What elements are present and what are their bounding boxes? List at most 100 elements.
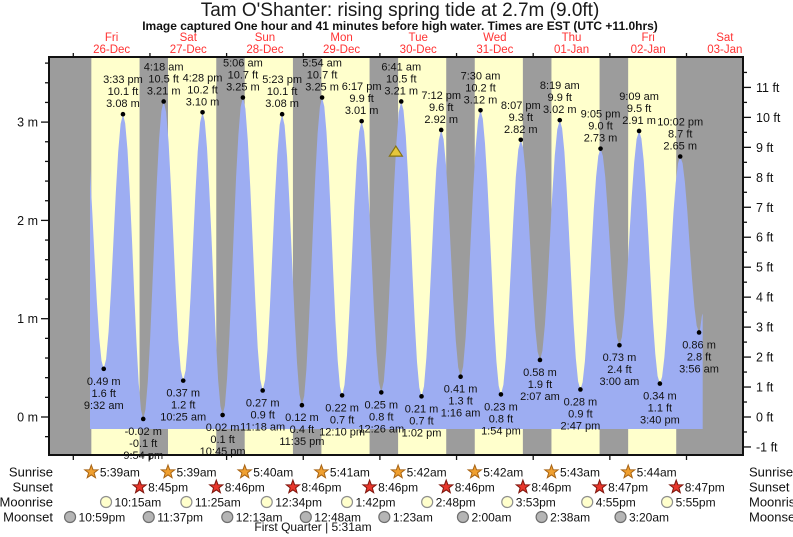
tide-point-dot <box>657 381 663 386</box>
tide-annotation: 1:54 pm <box>481 425 521 437</box>
tide-annotation: 12:26 am <box>358 423 404 435</box>
tide-point-dot <box>636 128 642 134</box>
tide-annotation: -0.1 ft <box>129 438 157 450</box>
day-label: Tue <box>409 32 428 44</box>
tide-annotation: 3:00 am <box>600 376 640 388</box>
sun-moon-time: 8:46pm <box>301 481 341 495</box>
tide-point-dot <box>180 378 186 383</box>
moonrise-circle-icon <box>340 495 354 509</box>
tide-annotation: 3:40 pm <box>640 415 680 427</box>
sun-moon-time: 5:42am <box>483 466 523 480</box>
right-axis-label: -1 ft <box>756 440 778 454</box>
tide-annotation: 9:54 pm <box>123 450 163 462</box>
moonset-circle-icon <box>614 510 627 524</box>
tide-annotation: 3.10 m <box>186 96 220 108</box>
sunrise-star-icon <box>543 463 560 479</box>
tide-point-dot <box>140 416 146 422</box>
tide-point-dot <box>240 95 246 100</box>
moonrise-circle-icon <box>660 495 674 509</box>
tide-point-dot <box>696 330 702 335</box>
moonrise-circle-icon <box>180 495 193 509</box>
tide-annotation: 0.8 ft <box>369 411 393 423</box>
sun-moon-time: 5:43am <box>560 466 600 480</box>
chart-title: Tam O'Shanter: rising spring tide at 2.7… <box>201 0 600 21</box>
tide-point-dot <box>498 392 504 397</box>
sun-moon-time: 8:46pm <box>225 481 265 495</box>
tide-annotation: 10.7 ft <box>307 70 338 82</box>
moonset-circle-icon <box>63 510 77 524</box>
tide-point-dot <box>161 99 166 104</box>
tide-annotation: 0.27 m <box>246 397 280 409</box>
tide-annotation: 0.86 m <box>682 339 716 351</box>
tide-annotation: 8:07 pm <box>501 100 541 112</box>
tide-annotation: 10.2 ft <box>187 84 218 96</box>
day-label: Wed <box>483 32 506 44</box>
tide-annotation: 1:02 pm <box>402 427 442 439</box>
row-label-right-moonset: Moonset <box>749 510 793 525</box>
moon-phase-label: First Quarter | 5:31am <box>254 520 371 534</box>
moonrise-circle-icon <box>421 495 434 509</box>
left-axis-label: 3 m <box>17 116 38 130</box>
tide-annotation: 11:35 pm <box>279 436 324 448</box>
sun-moon-time: 5:39am <box>100 466 140 480</box>
tide-annotation: 10.1 ft <box>108 86 139 98</box>
tide-annotation: 0.9 ft <box>568 408 592 420</box>
tide-annotation: 2.65 m <box>663 141 697 153</box>
sunset-star-icon <box>514 478 531 494</box>
sunrise-star-icon <box>313 463 330 479</box>
sunrise-star-icon <box>83 463 100 479</box>
plot-border <box>48 56 744 456</box>
tide-annotation: 11:18 am <box>240 421 285 433</box>
tide-annotation: 3.25 m <box>305 82 339 94</box>
tide-annotation: 1.2 ft <box>171 400 195 412</box>
sun-moon-time: 12:48am <box>314 511 361 525</box>
day-date-label: 28-Dec <box>246 44 283 56</box>
moonset-circle-icon <box>535 510 548 524</box>
tide-annotation: 9:32 am <box>84 400 124 412</box>
tide-point-dot <box>537 357 543 363</box>
day-label: Sat <box>180 32 198 44</box>
moonset-circle-icon <box>456 510 470 524</box>
left-axis-label: 2 m <box>17 214 38 228</box>
sun-moon-time: 1:23am <box>393 511 433 525</box>
tide-annotation: 0.58 m <box>523 367 557 379</box>
sunrise-star-icon <box>390 463 407 479</box>
tide-annotation: 10.7 ft <box>228 70 259 82</box>
tide-point-dot <box>478 108 483 113</box>
tide-annotation: 0.49 m <box>87 376 121 388</box>
sunset-star-icon <box>361 478 378 494</box>
tide-annotation: 3.25 m <box>226 82 260 94</box>
tide-point-dot <box>120 111 126 117</box>
sun-moon-time: 8:46pm <box>531 481 571 495</box>
tide-annotation: 2.4 ft <box>607 364 631 376</box>
tide-annotation: 1.1 ft <box>648 403 672 415</box>
moonset-circle-icon <box>378 510 391 524</box>
tide-annotation: 0.34 m <box>643 391 677 403</box>
moonrise-circle-icon <box>99 495 113 509</box>
day-label: Fri <box>105 32 118 44</box>
right-axis-label: 5 ft <box>756 261 774 275</box>
row-label-right-sunrise: Sunrise <box>749 465 793 480</box>
day-label: Thu <box>562 32 582 44</box>
sun-moon-time: 11:25am <box>195 496 241 510</box>
sun-moon-time: 5:42am <box>407 466 447 480</box>
tide-annotation: 0.02 m <box>206 422 240 434</box>
tide-annotation: 0.28 m <box>564 396 598 408</box>
day-label: Sat <box>716 32 734 44</box>
tide-annotation: 0.9 ft <box>250 409 274 421</box>
right-axis-label: 2 ft <box>756 351 774 365</box>
tide-annotation: 9.0 ft <box>588 121 612 133</box>
row-label-left-moonrise: Moonrise <box>0 495 53 510</box>
sun-moon-time: 2:48pm <box>436 496 476 510</box>
tide-annotation: 0.1 ft <box>210 434 234 446</box>
right-axis-label: 8 ft <box>756 171 774 185</box>
tide-annotation: 9:05 pm <box>581 109 621 121</box>
tide-annotation: 3.01 m <box>345 105 379 117</box>
tide-annotation: 2.73 m <box>584 133 618 145</box>
tide-annotation: 6:17 pm <box>342 81 382 93</box>
day-label: Fri <box>641 32 654 44</box>
tide-annotation: 0.7 ft <box>330 414 354 426</box>
sunset-star-icon <box>284 478 301 494</box>
tide-annotation: 12:10 pm <box>319 426 365 438</box>
